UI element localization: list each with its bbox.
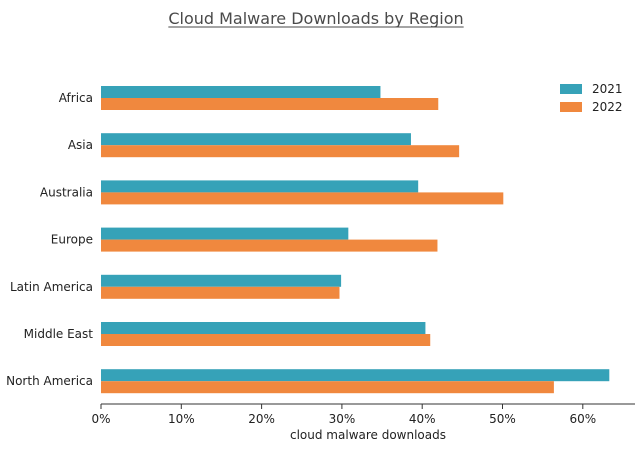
- legend-label-2022: 2022: [592, 100, 623, 114]
- chart-title: Cloud Malware Downloads by Region: [168, 9, 463, 28]
- bar-2021-north-america: [101, 369, 610, 382]
- category-label-africa: Africa: [59, 91, 93, 105]
- legend-label-2021: 2021: [592, 82, 623, 96]
- category-label-asia: Asia: [68, 138, 93, 152]
- legend: 2021 2022: [560, 82, 623, 114]
- x-tick-label: 0%: [91, 412, 110, 426]
- bar-2022-australia: [101, 192, 504, 205]
- legend-swatch-2021: [560, 84, 582, 94]
- x-tick-label: 10%: [168, 412, 195, 426]
- bars-group: [101, 86, 610, 394]
- legend-swatch-2022: [560, 102, 582, 112]
- x-tick-label: 30%: [329, 412, 356, 426]
- category-label-north-america: North America: [6, 374, 93, 388]
- x-tick-label: 60%: [569, 412, 596, 426]
- category-labels: Africa Asia Australia Europe Latin America Mi…: [6, 91, 93, 388]
- category-label-europe: Europe: [51, 233, 93, 247]
- category-label-latin-america: Latin America: [10, 280, 93, 294]
- bar-2022-latin-america: [101, 286, 340, 299]
- bar-2021-africa: [101, 86, 381, 98]
- bar-2021-australia: [101, 180, 419, 193]
- x-tick-label: 20%: [248, 412, 275, 426]
- bar-2021-asia: [101, 133, 411, 146]
- bar-2021-europe: [101, 227, 349, 240]
- bar-2022-middle-east: [101, 334, 431, 346]
- x-tick-label: 50%: [489, 412, 516, 426]
- x-tick-label: 40%: [409, 412, 436, 426]
- category-label-middle-east: Middle East: [24, 327, 94, 341]
- x-axis-ticks: 0% 10% 20% 30% 40% 50% 60%: [91, 404, 596, 426]
- bar-2022-africa: [101, 98, 439, 110]
- bar-2021-middle-east: [101, 322, 426, 334]
- category-label-australia: Australia: [40, 185, 93, 199]
- bar-2021-latin-america: [101, 274, 342, 287]
- bar-2022-asia: [101, 145, 460, 158]
- x-axis-title: cloud malware downloads: [290, 428, 446, 442]
- bar-2022-europe: [101, 239, 438, 252]
- bar-2022-north-america: [101, 381, 554, 394]
